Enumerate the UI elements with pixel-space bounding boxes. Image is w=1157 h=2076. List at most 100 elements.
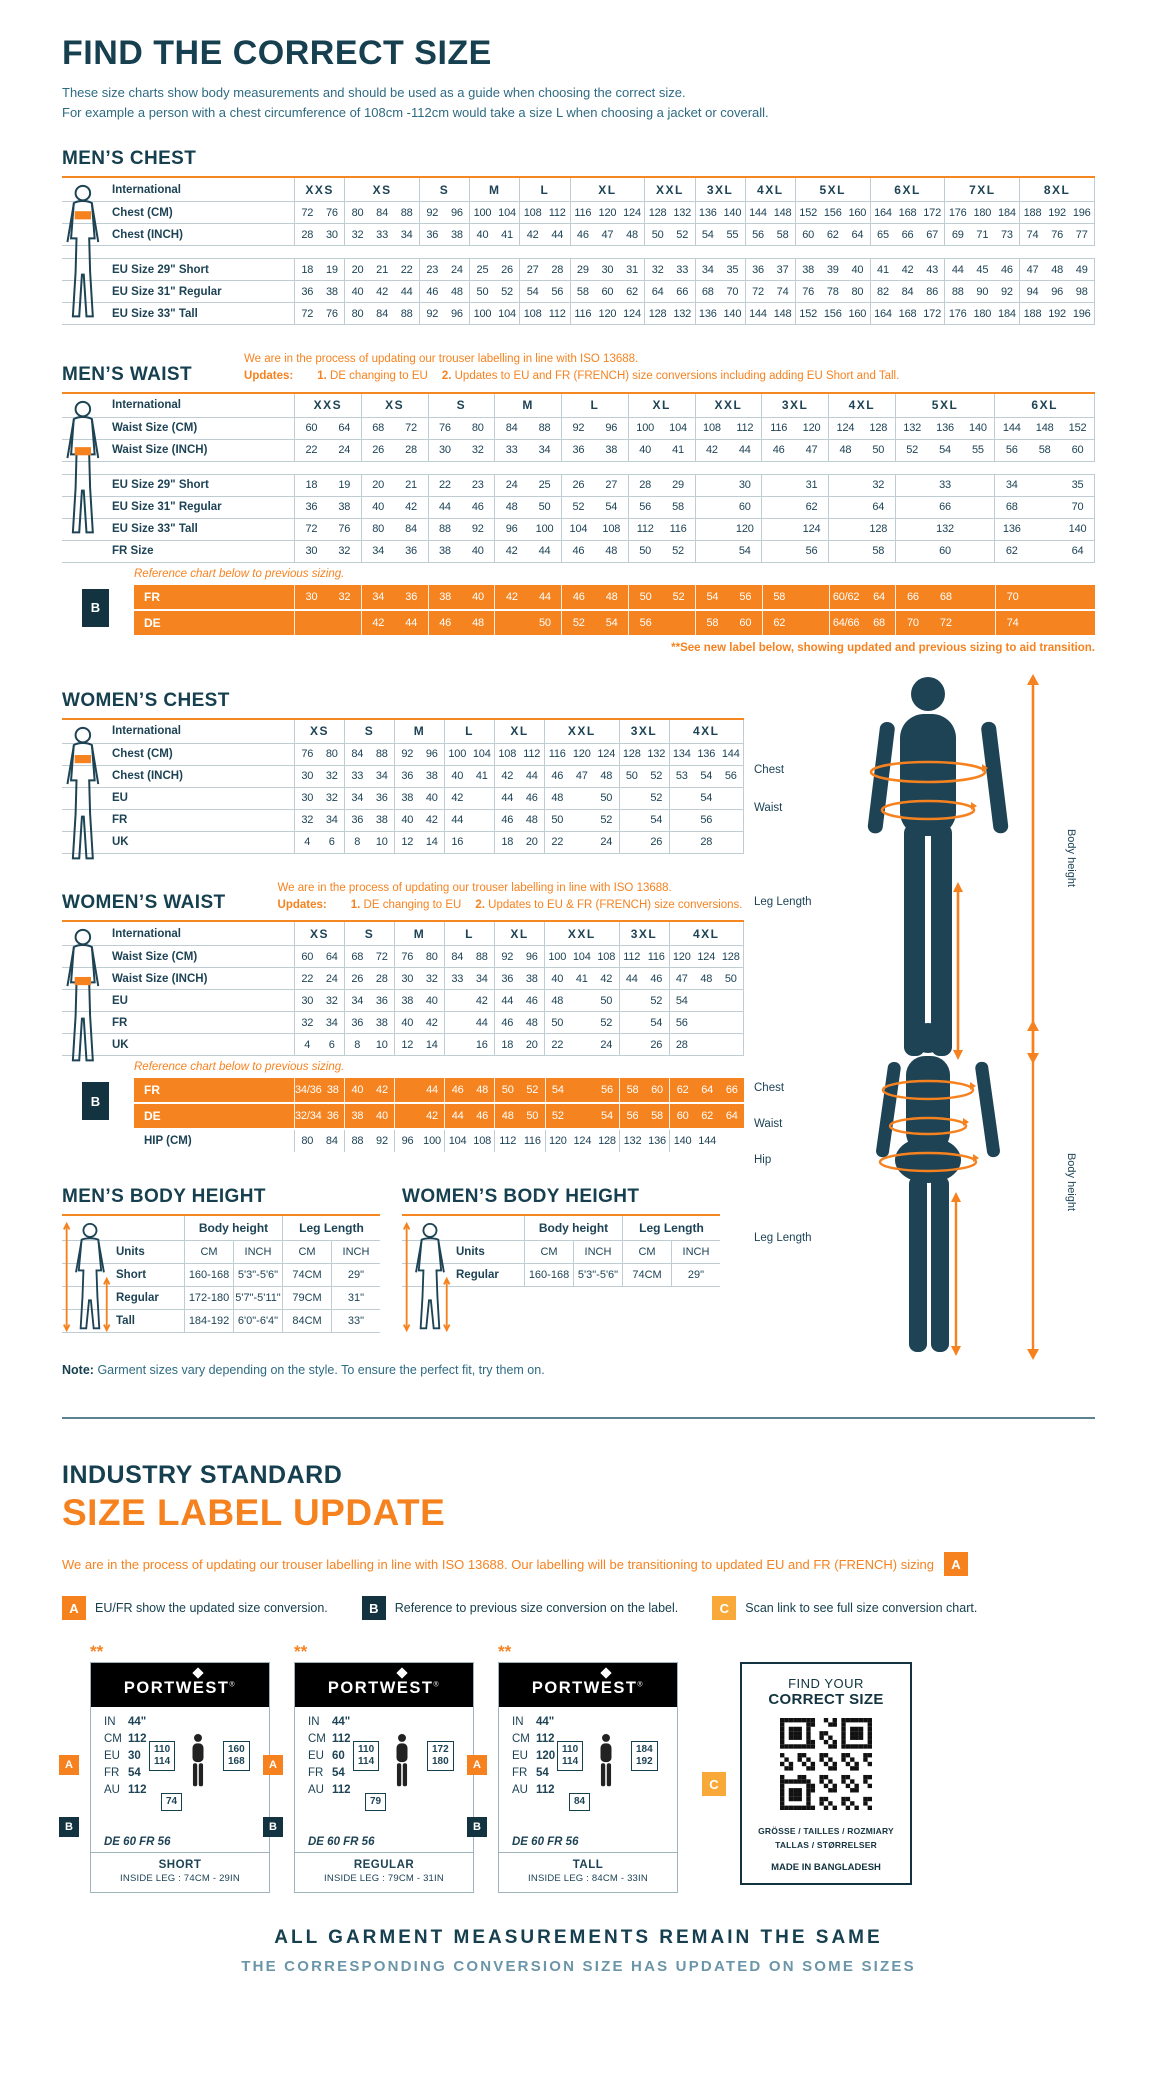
badge-c: C bbox=[712, 1596, 737, 1620]
size-cell: 47 48 49 bbox=[1019, 259, 1094, 280]
bh-value: 6'0"-6'4" bbox=[233, 1310, 282, 1332]
size-cell: 18 19 bbox=[294, 259, 344, 280]
size-cell: 34 36 bbox=[344, 787, 394, 809]
size-cell: 144 148 bbox=[744, 202, 795, 223]
table-row: UK 4 6 8 10 12 14 16 18 20 22 24 26 28 bbox=[62, 831, 744, 854]
womens-waist-title: WOMEN’S WAIST bbox=[62, 892, 226, 913]
size-cell: 44 46 bbox=[444, 1104, 494, 1128]
size-cell: 62 64 bbox=[994, 540, 1094, 562]
size-column-header: L bbox=[519, 178, 569, 201]
mens-chest-title: MEN’S CHEST bbox=[62, 148, 197, 169]
row-label: Short bbox=[116, 1269, 147, 1281]
size-cell: 70 bbox=[995, 584, 1095, 609]
leg-length-label: Leg Length bbox=[754, 1231, 812, 1244]
table-row: FR 30 32 34 36 38 40 42 44 46 48 50 52 54 56 58 60/62 64 6… bbox=[134, 584, 1095, 609]
size-cell: 32 bbox=[828, 474, 895, 496]
womens-body-height-title: WOMEN’S BODY HEIGHT bbox=[402, 1186, 640, 1207]
size-label-card-regular: ** PORTWEST® A B IN 44" CM 112 EU 60 FR 54 A… bbox=[263, 1642, 474, 1893]
size-cell: 176 180 184 bbox=[944, 303, 1019, 324]
section-mens-waist: MEN’S WAIST We are in the process of upd… bbox=[62, 351, 1095, 654]
size-cell: 54 bbox=[668, 990, 744, 1011]
made-in: MADE IN BANGLADESH bbox=[771, 1862, 881, 1874]
size-cell: 100 104 bbox=[444, 743, 494, 765]
bh-data-row: Regular 172-180 5'7"-5'11" 79CM 31" bbox=[62, 1287, 380, 1310]
size-cell: 116 120 124 bbox=[569, 303, 645, 324]
badge-b: B bbox=[59, 1817, 79, 1837]
row-label: International bbox=[112, 183, 182, 196]
mens-body-height-table: Body height Leg Length Units CM INCH CM INCH Sh… bbox=[62, 1214, 380, 1333]
size-cell: 46 47 bbox=[761, 439, 828, 461]
size-cell: 100 104 bbox=[627, 417, 695, 439]
row-label: EU Size 29" Short bbox=[112, 479, 209, 491]
size-column-header: L bbox=[444, 922, 494, 945]
size-cell: 40 41 bbox=[469, 224, 519, 245]
size-cell: 42 44 bbox=[494, 765, 544, 787]
size-cell: 120 bbox=[694, 518, 762, 540]
size-cell: 80 84 bbox=[294, 1130, 344, 1152]
size-cell: 48 50 bbox=[828, 439, 895, 461]
size-cell: 44 46 bbox=[494, 787, 544, 809]
size-cell: 64/66 68 bbox=[828, 610, 896, 635]
row-label: EU Size 33" Tall bbox=[112, 307, 198, 320]
size-column-header: S bbox=[418, 178, 469, 201]
size-cell: 136 140 bbox=[694, 202, 745, 223]
badge-a: A bbox=[62, 1596, 86, 1620]
iso-note: We are in the process of updating our tr… bbox=[244, 353, 639, 365]
section-mens-body-height: MEN’S BODY HEIGHT Body height Leg Length U… bbox=[62, 1186, 380, 1333]
table-row: FR 32 34 36 38 40 42 44 46 48 50 52 54 56 bbox=[62, 809, 744, 832]
size-column-header: M bbox=[494, 393, 561, 417]
bh-data-row: Tall 184-192 6'0"-6'4" 84CM 33" bbox=[62, 1310, 380, 1333]
bh-group: Body height bbox=[184, 1216, 282, 1240]
size-column-header: M bbox=[394, 719, 444, 743]
mens-waist-table: International XXS XS S M L XL XXL 3XL 4XL 5XL 6XL Wa… bbox=[62, 391, 1095, 563]
size-cell: 36 38 bbox=[394, 765, 444, 787]
asterisks: ** bbox=[90, 1642, 104, 1661]
size-cell: 36 38 bbox=[418, 224, 469, 245]
size-cell: 46 47 48 bbox=[569, 224, 645, 245]
bh-value: 31" bbox=[331, 1287, 380, 1309]
size-cell: 134 136 144 bbox=[668, 743, 744, 765]
size-cell: 72 76 bbox=[294, 202, 344, 223]
bh-value: 160-168 bbox=[184, 1264, 233, 1286]
size-cell: 16 bbox=[444, 1034, 494, 1055]
size-cell: 8 10 bbox=[344, 1034, 394, 1055]
size-cell: 40 42 bbox=[360, 496, 428, 518]
portwest-logo: PORTWEST® bbox=[499, 1663, 677, 1707]
size-cell: 72 76 bbox=[294, 303, 344, 324]
size-cell: 38 39 40 bbox=[794, 259, 870, 280]
size-cell: 80 84 88 bbox=[344, 202, 419, 223]
size-cell: 18 20 bbox=[494, 831, 544, 853]
row-label: International bbox=[112, 927, 182, 940]
size-cell: 76 80 bbox=[427, 417, 495, 439]
asterisks: ** bbox=[294, 1642, 308, 1661]
row-label: DE bbox=[144, 615, 161, 630]
size-cell: 34 36 bbox=[344, 990, 394, 1011]
inside-leg: INSIDE LEG : 84CM - 33IN bbox=[528, 1873, 648, 1884]
size-cell: 58 bbox=[828, 540, 895, 562]
size-cell: 25 26 bbox=[469, 259, 519, 280]
size-cell: 54 56 bbox=[694, 584, 762, 609]
size-cell: 128 132 bbox=[644, 303, 694, 324]
size-cell: 30 32 bbox=[394, 968, 444, 989]
size-column-header: XXS bbox=[294, 178, 344, 201]
female-measurement-diagram: Chest Waist Hip Leg Length Body height bbox=[754, 1019, 1080, 1360]
size-cell: 30 32 bbox=[294, 787, 344, 809]
size-cell: 68 72 bbox=[360, 417, 428, 439]
legend-item-c: C Scan link to see full size conversion … bbox=[712, 1596, 977, 1620]
person-icon bbox=[391, 1733, 413, 1794]
size-cell: 60 62 64 bbox=[669, 1104, 744, 1128]
size-cell: 18 19 bbox=[294, 474, 361, 496]
size-column-header: XS bbox=[344, 178, 419, 201]
size-cell: 44 45 46 bbox=[944, 259, 1019, 280]
size-cell: 58 60 62 bbox=[569, 281, 645, 302]
industry-kicker: INDUSTRY STANDARD bbox=[62, 1461, 343, 1489]
size-cell: 104 108 bbox=[561, 518, 628, 540]
table-header-row: International XXS XS S M L XL XXL 3XL 4XL 5XL 6XL 7X… bbox=[62, 178, 1095, 202]
reference-note: Reference chart below to previous sizing… bbox=[134, 1061, 345, 1073]
size-cell: 33 34 bbox=[344, 765, 394, 787]
size-cell: 50 52 bbox=[644, 224, 694, 245]
updates-label: Updates: bbox=[277, 898, 327, 911]
size-cell: 56 58 bbox=[744, 224, 795, 245]
size-cell: 116 120 bbox=[761, 417, 828, 439]
